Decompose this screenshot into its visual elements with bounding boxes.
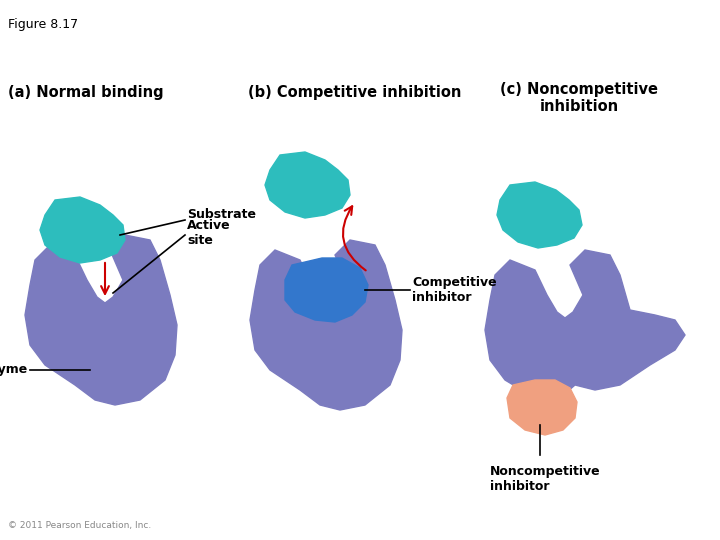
Polygon shape [250, 240, 402, 410]
Polygon shape [507, 380, 577, 435]
Text: (c) Noncompetitive
inhibition: (c) Noncompetitive inhibition [500, 82, 658, 114]
Polygon shape [25, 235, 177, 405]
Text: Figure 8.17: Figure 8.17 [8, 18, 78, 31]
Text: Noncompetitive
inhibitor: Noncompetitive inhibitor [490, 465, 600, 493]
Text: Substrate: Substrate [187, 208, 256, 221]
Polygon shape [285, 258, 368, 322]
Text: (b) Competitive inhibition: (b) Competitive inhibition [248, 85, 462, 100]
Polygon shape [40, 197, 125, 263]
Text: (a) Normal binding: (a) Normal binding [8, 85, 163, 100]
Text: Competitive
inhibitor: Competitive inhibitor [412, 276, 497, 304]
Text: Enzyme: Enzyme [0, 363, 28, 376]
Polygon shape [497, 182, 582, 248]
Text: © 2011 Pearson Education, Inc.: © 2011 Pearson Education, Inc. [8, 521, 151, 530]
Text: Active
site: Active site [187, 219, 230, 247]
Polygon shape [265, 152, 350, 218]
Polygon shape [485, 250, 685, 402]
